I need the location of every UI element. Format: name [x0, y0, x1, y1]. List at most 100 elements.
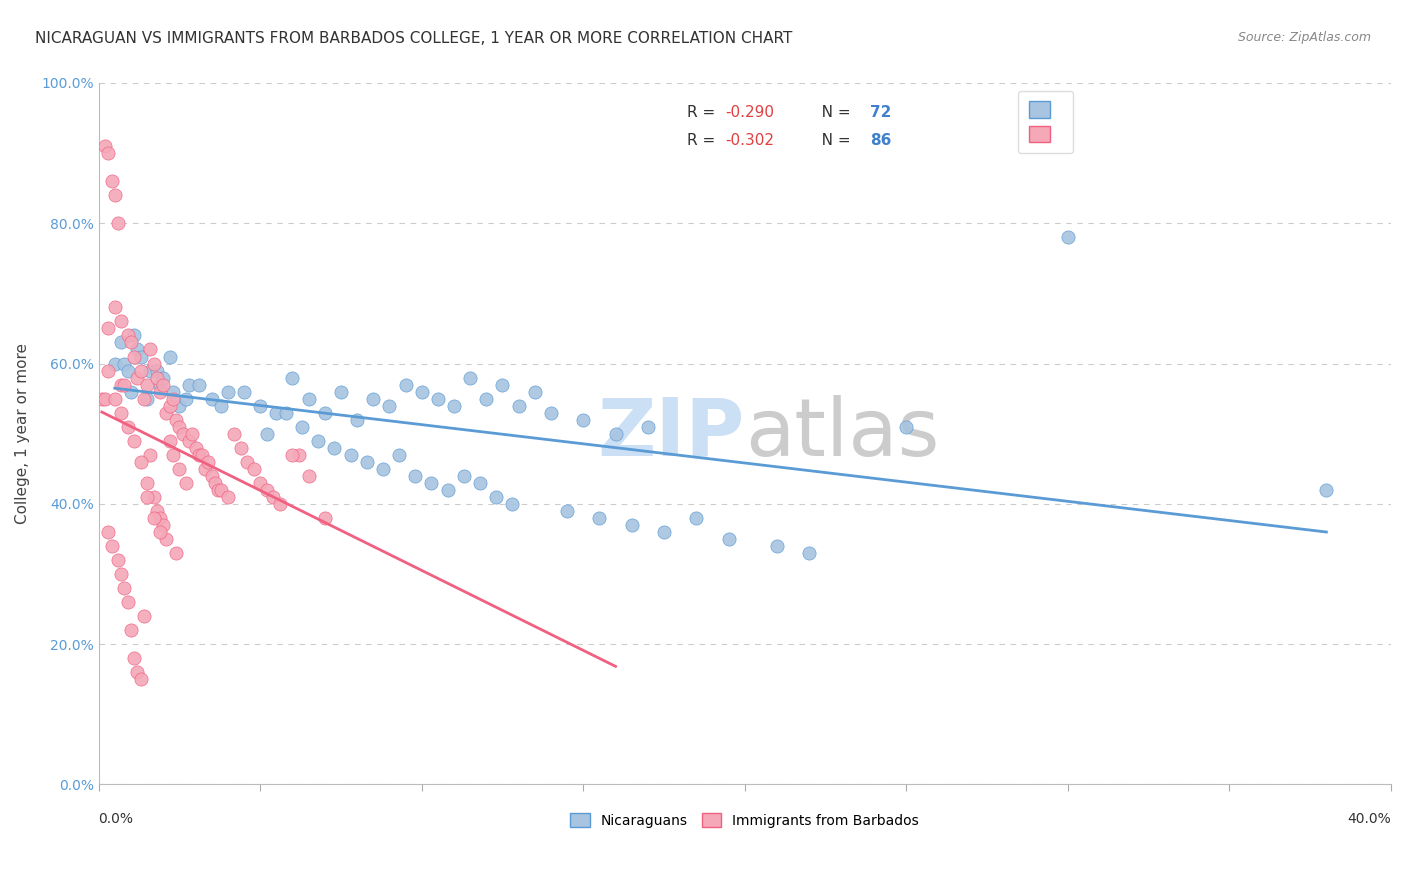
Point: [169, 461, 191, 475]
Point: [110, 314, 132, 328]
Text: Source: ZipAtlas.com: Source: ZipAtlas.com: [1237, 31, 1371, 45]
Point: [233, 384, 256, 399]
Point: [127, 665, 149, 680]
Text: 40.0%: 40.0%: [1347, 812, 1391, 826]
Point: [249, 399, 271, 413]
Point: [120, 335, 142, 350]
Point: [149, 377, 172, 392]
Point: [136, 392, 159, 406]
Point: [145, 504, 167, 518]
Point: [307, 434, 329, 448]
Point: [117, 419, 139, 434]
Point: [274, 406, 297, 420]
Point: [107, 216, 129, 230]
Point: [458, 370, 481, 384]
Point: [323, 441, 346, 455]
Point: [114, 581, 136, 595]
Point: [209, 483, 232, 497]
Point: [197, 455, 219, 469]
Text: 86: 86: [870, 134, 891, 148]
Point: [411, 384, 433, 399]
Point: [145, 370, 167, 384]
Point: [896, 419, 918, 434]
Point: [97, 363, 120, 377]
Point: [184, 441, 207, 455]
Point: [766, 539, 789, 553]
Y-axis label: College, 1 year or more: College, 1 year or more: [15, 343, 30, 524]
Point: [114, 357, 136, 371]
Point: [129, 455, 152, 469]
Point: [142, 511, 165, 525]
Point: [149, 511, 172, 525]
Point: [132, 609, 155, 624]
Point: [371, 461, 394, 475]
Point: [314, 406, 336, 420]
Point: [339, 448, 361, 462]
Point: [110, 566, 132, 581]
Text: N =: N =: [807, 134, 855, 148]
Point: [224, 426, 246, 441]
Point: [453, 468, 475, 483]
Point: [127, 343, 149, 357]
Point: [523, 384, 546, 399]
Point: [605, 426, 627, 441]
Text: N =: N =: [807, 105, 855, 120]
Point: [468, 475, 491, 490]
Point: [145, 363, 167, 377]
Point: [297, 392, 319, 406]
Point: [288, 448, 311, 462]
Point: [120, 623, 142, 637]
Point: [114, 377, 136, 392]
Point: [97, 146, 120, 161]
Point: [122, 350, 145, 364]
Point: [229, 441, 252, 455]
Point: [152, 370, 174, 384]
Point: [110, 335, 132, 350]
Point: [249, 475, 271, 490]
Point: [426, 392, 449, 406]
Point: [177, 377, 200, 392]
Point: [174, 475, 197, 490]
Point: [181, 426, 204, 441]
Point: [172, 426, 194, 441]
Point: [242, 461, 264, 475]
Point: [201, 468, 224, 483]
Point: [281, 448, 304, 462]
Legend: Nicaraguans, Immigrants from Barbados: Nicaraguans, Immigrants from Barbados: [565, 807, 925, 833]
Point: [159, 434, 181, 448]
Point: [177, 434, 200, 448]
Point: [136, 490, 159, 504]
Text: -0.290: -0.290: [725, 105, 775, 120]
Text: -0.302: -0.302: [725, 134, 775, 148]
Point: [685, 511, 707, 525]
Point: [361, 392, 384, 406]
Point: [155, 532, 177, 546]
Point: [652, 524, 675, 539]
Point: [104, 357, 127, 371]
Point: [129, 350, 152, 364]
Point: [174, 392, 197, 406]
Point: [159, 399, 181, 413]
Point: [266, 406, 288, 420]
Point: [388, 448, 411, 462]
Point: [436, 483, 458, 497]
Point: [152, 377, 174, 392]
Point: [104, 301, 127, 315]
Text: ZIP: ZIP: [598, 394, 745, 473]
Point: [572, 412, 595, 426]
Text: 0.0%: 0.0%: [98, 812, 134, 826]
Point: [236, 455, 259, 469]
Point: [204, 475, 226, 490]
Text: R =: R =: [686, 134, 720, 148]
Point: [162, 392, 184, 406]
Point: [132, 392, 155, 406]
Point: [94, 392, 117, 406]
Point: [540, 406, 562, 420]
Point: [194, 461, 217, 475]
Point: [100, 174, 122, 188]
Point: [142, 490, 165, 504]
Point: [281, 370, 304, 384]
Point: [139, 448, 162, 462]
Point: [291, 419, 314, 434]
Point: [346, 412, 368, 426]
